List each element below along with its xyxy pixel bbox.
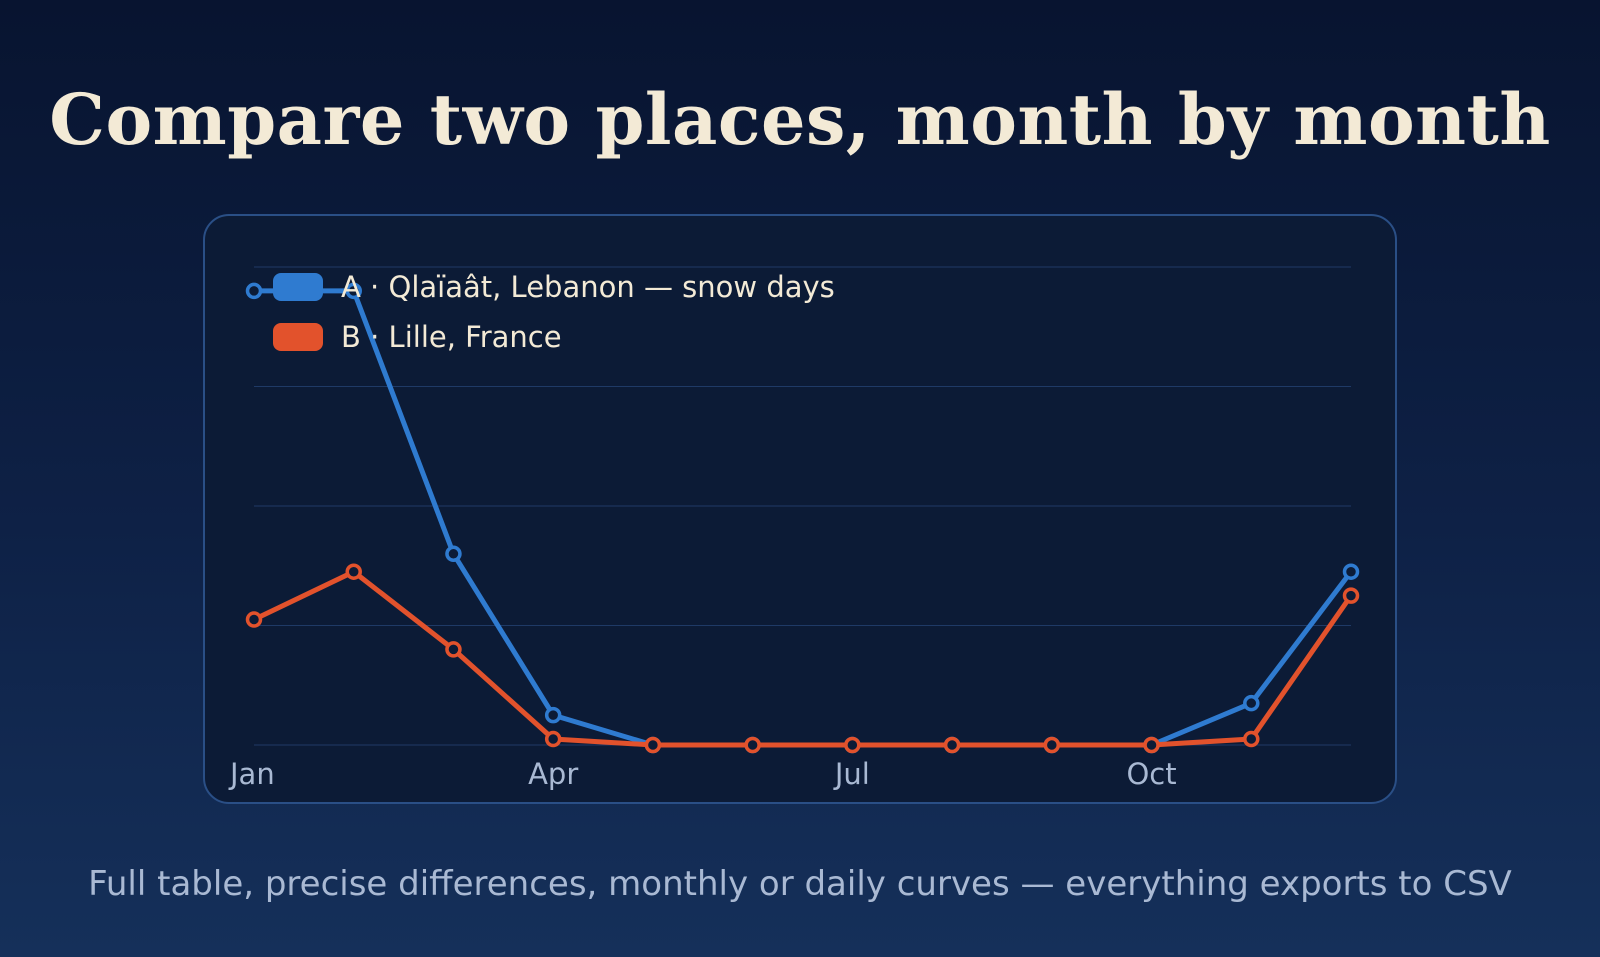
data-point (1043, 736, 1061, 754)
page-title: Compare two places, month by month (49, 78, 1551, 161)
chart-panel: Jan Apr Jul Oct A · Qlaïaât, Lebanon — snow … (203, 214, 1397, 804)
series-line-b (251, 569, 1354, 748)
data-point (445, 641, 462, 658)
data-point (445, 545, 462, 563)
data-point (544, 706, 562, 724)
x-tick-label: Jan (228, 757, 275, 791)
x-tick-label: Jul (833, 757, 870, 791)
data-point (245, 282, 263, 300)
data-point (1243, 730, 1260, 748)
legend-label: B · Lille, France (341, 320, 562, 354)
series-line-a (251, 288, 1354, 748)
data-point (1342, 587, 1360, 604)
data-point (744, 736, 761, 754)
data-point (345, 563, 362, 580)
page-subtitle: Full table, precise differences, monthly… (88, 864, 1512, 904)
legend-swatch (273, 323, 323, 351)
x-tick-label: Apr (528, 757, 578, 791)
data-point (844, 736, 861, 754)
data-point (1342, 563, 1360, 580)
data-point (1143, 736, 1160, 754)
legend-swatch (273, 273, 323, 301)
data-point (644, 736, 662, 754)
data-point (943, 736, 961, 754)
x-tick-label: Oct (1126, 757, 1176, 791)
line-chart: Jan Apr Jul Oct A · Qlaïaât, Lebanon — snow … (228, 266, 1360, 791)
data-point (345, 282, 362, 300)
data-point (245, 611, 263, 628)
data-point (1243, 694, 1260, 712)
legend-label: A · Qlaïaât, Lebanon — snow days (341, 270, 835, 304)
data-point (544, 730, 562, 748)
